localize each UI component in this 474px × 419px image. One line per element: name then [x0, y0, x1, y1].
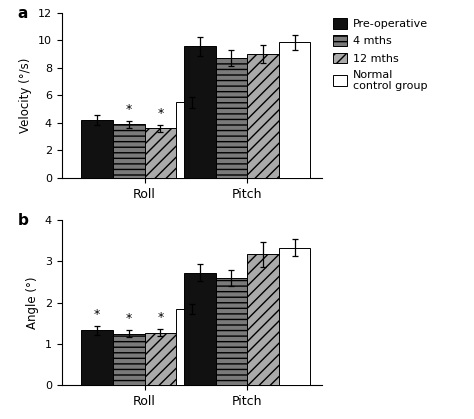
Bar: [176, 102, 208, 178]
Text: a: a: [17, 6, 27, 21]
Y-axis label: Velocity (°/s): Velocity (°/s): [19, 58, 32, 133]
Bar: [176, 309, 208, 385]
Bar: [216, 278, 247, 385]
Bar: [145, 128, 176, 178]
Bar: [184, 272, 216, 385]
Text: *: *: [126, 103, 132, 116]
Bar: [247, 254, 279, 385]
Text: *: *: [126, 313, 132, 326]
Y-axis label: Angle (°): Angle (°): [26, 277, 39, 329]
Text: *: *: [157, 311, 164, 324]
Text: *: *: [94, 308, 100, 321]
Bar: [216, 58, 247, 178]
Bar: [113, 124, 145, 178]
Bar: [82, 120, 113, 178]
Text: b: b: [17, 213, 28, 228]
Bar: [184, 47, 216, 178]
Bar: [145, 333, 176, 385]
Bar: [113, 334, 145, 385]
Bar: [279, 248, 310, 385]
Bar: [82, 331, 113, 385]
Bar: [279, 42, 310, 178]
Text: *: *: [157, 107, 164, 120]
Legend: Pre-operative, 4 mths, 12 mths, Normal
control group: Pre-operative, 4 mths, 12 mths, Normal c…: [333, 18, 428, 91]
Bar: [247, 54, 279, 178]
